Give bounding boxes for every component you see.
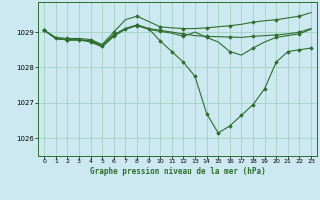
X-axis label: Graphe pression niveau de la mer (hPa): Graphe pression niveau de la mer (hPa) xyxy=(90,167,266,176)
